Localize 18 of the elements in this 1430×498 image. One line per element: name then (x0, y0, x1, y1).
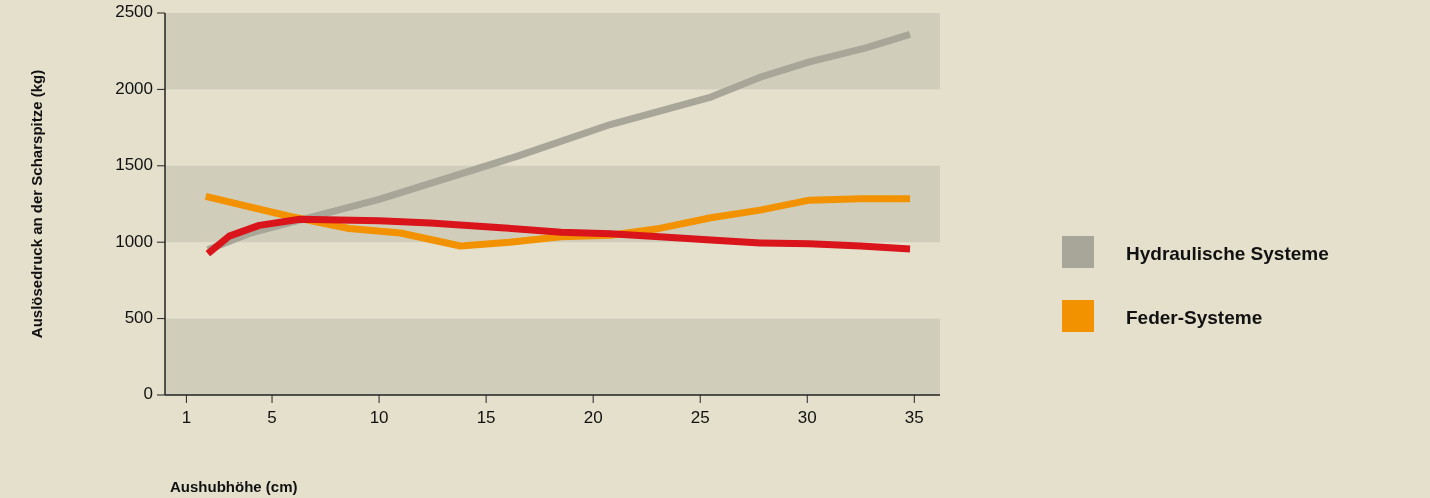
x-tick-label: 25 (690, 408, 710, 427)
x-axis-title: Aushubhöhe (cm) (170, 478, 298, 495)
x-tick-label: 5 (267, 408, 277, 427)
x-tick-label: 30 (797, 408, 817, 427)
x-tick-label: 35 (904, 408, 924, 427)
x-tick-label: 20 (583, 408, 603, 427)
y-axis-title: Auslösedruck an der Scharspitze (kg) (28, 69, 45, 339)
x-tick-label: 15 (476, 408, 496, 427)
y-tick-label: 2500 (115, 2, 153, 22)
legend-label: Feder-Systeme (1126, 307, 1263, 328)
x-tick-label: 1 (181, 408, 192, 427)
y-tick-label: 0 (143, 384, 153, 404)
y-tick-label: 1500 (115, 155, 153, 175)
x-tick-label: 10 (369, 408, 389, 427)
legend-label: Hydraulische Systeme (1126, 243, 1329, 264)
y-tick-label: 1000 (115, 231, 153, 251)
y-tick-label: 500 (124, 308, 153, 328)
y-tick-label: 2000 (115, 78, 153, 98)
